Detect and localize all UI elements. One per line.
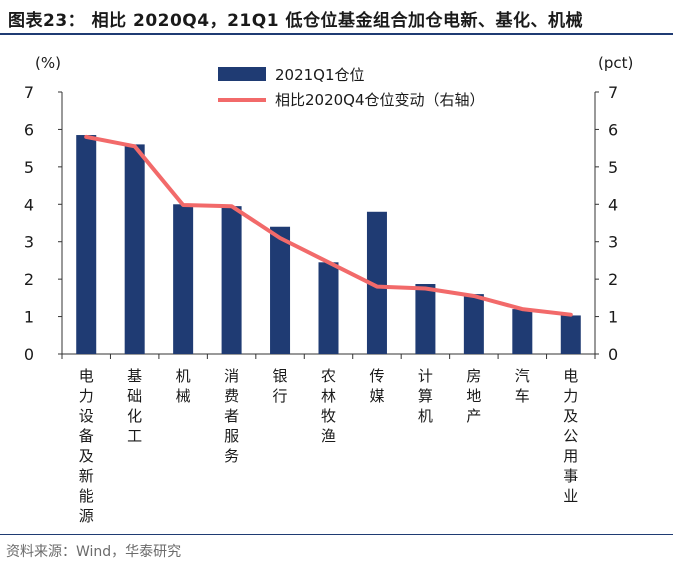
title-divider xyxy=(0,33,673,35)
line-path xyxy=(84,134,573,317)
bar xyxy=(173,204,194,354)
y-tick-label: 5 xyxy=(24,158,34,177)
category-label: 汽车 xyxy=(515,367,530,405)
y2-tick-label: 2 xyxy=(608,270,618,289)
category-label: 机械 xyxy=(176,367,191,405)
y2-tick-label: 5 xyxy=(608,158,618,177)
footer-divider xyxy=(0,534,673,535)
category-label: 农林牧渔 xyxy=(321,367,336,445)
figure-title: 图表23： 相比 2020Q4，21Q1 低仓位基金组合加仓电新、基化、机械 xyxy=(8,11,583,31)
bar xyxy=(415,284,436,354)
bar xyxy=(463,294,484,354)
y2-axis-label: (pct) xyxy=(598,54,633,72)
y-axis-label: (%) xyxy=(35,54,61,72)
category-label: 房地产 xyxy=(466,367,481,425)
bar xyxy=(560,315,581,354)
source-note: 资料来源：Wind，华泰研究 xyxy=(6,544,182,560)
category-label: 电力及公用事业 xyxy=(563,367,578,505)
legend-label-line: 相比2020Q4仓位变动（右轴） xyxy=(275,91,485,109)
category-label: 传媒 xyxy=(369,367,384,405)
y2-tick-label: 3 xyxy=(608,233,618,252)
y2-tick-label: 1 xyxy=(608,308,618,327)
category-labels: 电力设备及新能源 基础化工 机械 消费者服务 银行 农林牧渔 传媒 计算机 房地产 汽车 电力及公用… xyxy=(79,367,579,525)
y2-tick-label: 4 xyxy=(608,195,618,214)
chart: 0 1 2 3 4 5 6 7 0 1 2 3 4 5 6 7 电力设备及新能源 基础化工 机械 消费者服务 银行农林… xyxy=(24,54,634,525)
category-label: 消费者服务 xyxy=(224,367,239,465)
line-series xyxy=(84,134,573,317)
y-tick-label: 2 xyxy=(24,270,34,289)
bar-series xyxy=(76,135,581,354)
category-label: 基础化工 xyxy=(127,367,142,445)
y-tick-label: 7 xyxy=(24,83,34,102)
bar xyxy=(221,206,242,354)
y-tick-label: 4 xyxy=(24,195,34,214)
bar xyxy=(318,262,339,354)
category-label: 电力设备及新能源 xyxy=(79,367,94,525)
y2-tick-label: 6 xyxy=(608,120,618,139)
category-label: 银行 xyxy=(273,367,288,405)
bar xyxy=(512,309,533,354)
bar xyxy=(76,135,97,354)
legend-label-bar: 2021Q1仓位 xyxy=(275,66,365,84)
y-tick-label: 6 xyxy=(24,120,34,139)
y-tick-label: 3 xyxy=(24,233,34,252)
bar xyxy=(270,226,291,354)
bar xyxy=(366,211,387,354)
y-tick-label: 1 xyxy=(24,308,34,327)
y2-tick-label: 7 xyxy=(608,83,618,102)
tick-labels: 0 1 2 3 4 5 6 7 0 1 2 3 4 5 6 7 xyxy=(24,83,618,364)
bar xyxy=(124,144,145,354)
y-tick-label: 0 xyxy=(24,345,34,364)
legend-swatch-bar xyxy=(218,67,266,81)
category-label: 计算机 xyxy=(418,367,433,425)
y2-tick-label: 0 xyxy=(608,345,618,364)
